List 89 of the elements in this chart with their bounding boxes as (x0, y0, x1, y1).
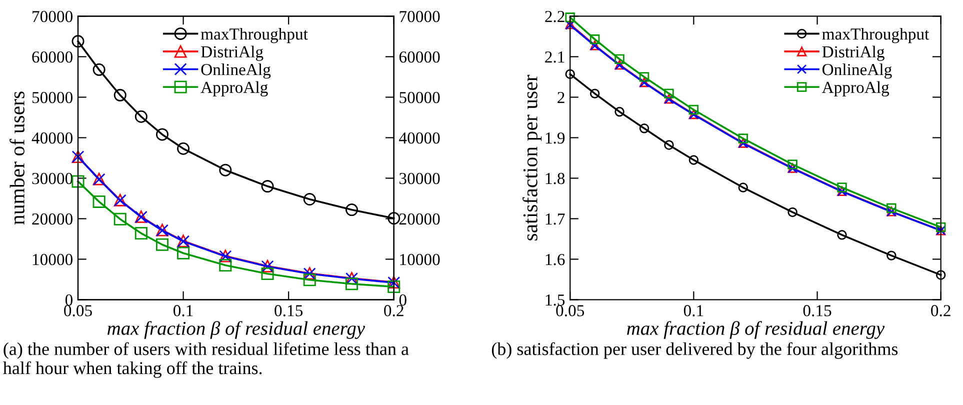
point (346, 204, 358, 216)
point (92, 63, 106, 76)
y-tick-label: 1.6 (546, 254, 565, 266)
y-tick-label: 40000 (32, 132, 73, 144)
y2-tick-label: 50000 (400, 92, 440, 104)
point (664, 88, 674, 98)
legend-label: ApproAlg (200, 81, 268, 96)
point (886, 250, 896, 260)
legend-label: DistriAlg (822, 46, 884, 61)
y2-tick-label: 30000 (400, 172, 440, 184)
x-axis-title: max fraction β of residual energy (108, 321, 366, 339)
y-tick-label: 70000 (32, 10, 73, 22)
point (72, 35, 84, 48)
y-tick-label: 10000 (32, 254, 73, 266)
y-tick-label: 60000 (32, 51, 73, 63)
point (837, 182, 847, 192)
point (134, 110, 148, 123)
y-tick-label: 1.7 (546, 213, 565, 225)
x-tick-label: 0.05 (556, 305, 584, 316)
point (303, 193, 316, 206)
legend-label: maxThroughput (822, 28, 930, 44)
point (219, 259, 232, 272)
legend-label: maxThroughput (200, 28, 308, 44)
point (261, 268, 274, 280)
point (134, 227, 148, 240)
point (688, 104, 699, 115)
point (388, 280, 400, 293)
y-tick-label: 2.1 (545, 51, 564, 63)
y2-tick-label: 20000 (399, 213, 440, 225)
y2-tick-label: 10000 (400, 254, 440, 266)
y-tick-label: 30000 (32, 172, 73, 184)
y-tick-label: 20000 (32, 213, 73, 225)
point (156, 238, 168, 251)
point (886, 203, 896, 214)
point (788, 160, 798, 170)
x-tick-label: 0.2 (931, 305, 950, 316)
point (936, 270, 946, 280)
x-tick-label: 0.05 (64, 305, 92, 316)
legend-label: ApproAlg (822, 81, 890, 96)
x-tick-label: 0.1 (684, 305, 704, 316)
point (303, 274, 316, 286)
point (565, 12, 575, 22)
point (614, 106, 624, 117)
y-tick-label: 2 (558, 92, 564, 103)
point (72, 175, 84, 188)
x-axis-title: max fraction β of residual energy (627, 321, 885, 339)
text: (b) satisfaction per user delivered by the four algorithms (492, 342, 898, 359)
y-axis-title: satisfaction per user (522, 74, 542, 240)
point (92, 195, 106, 208)
point (156, 128, 168, 141)
y-tick-label: 1.5 (546, 294, 565, 306)
legend-label: OnlineAlg (822, 63, 892, 79)
point (346, 278, 358, 290)
y2-tick-label: 0 (399, 294, 406, 306)
y-tick-label: 1.9 (546, 132, 565, 144)
y-tick-label: 1.8 (546, 172, 565, 184)
text: (a) the number of users with residual lifetime less than a half hour when taking off the trains. (3, 342, 409, 378)
point (565, 69, 575, 79)
legend-label: OnlineAlg (201, 63, 271, 79)
point (688, 155, 699, 165)
point (177, 246, 190, 260)
y2-tick-label: 60000 (399, 51, 440, 63)
y-tick-label: 0 (65, 294, 73, 306)
point (590, 88, 600, 98)
point (114, 212, 126, 226)
point (261, 180, 274, 193)
point (738, 134, 748, 144)
point (219, 164, 232, 176)
point (788, 207, 798, 218)
point (639, 124, 650, 134)
x-tick-label: 0.2 (384, 305, 404, 316)
y-axis-title: number of users (10, 92, 24, 225)
point (639, 72, 650, 82)
point (614, 54, 624, 64)
y2-tick-label: 70000 (400, 10, 440, 22)
point (114, 88, 126, 102)
y-tick-label: 50000 (32, 92, 73, 104)
y-tick-label: 2.2 (545, 10, 564, 22)
x-tick-label: 0.15 (274, 305, 303, 316)
y2-tick-label: 40000 (399, 132, 440, 144)
point (177, 142, 190, 155)
point (590, 34, 600, 44)
x-tick-label: 0.1 (174, 305, 193, 316)
point (936, 222, 946, 232)
point (738, 182, 748, 192)
legend-label: DistriAlg (201, 46, 264, 61)
point (837, 230, 847, 240)
point (664, 140, 674, 150)
x-tick-label: 0.15 (803, 305, 832, 316)
